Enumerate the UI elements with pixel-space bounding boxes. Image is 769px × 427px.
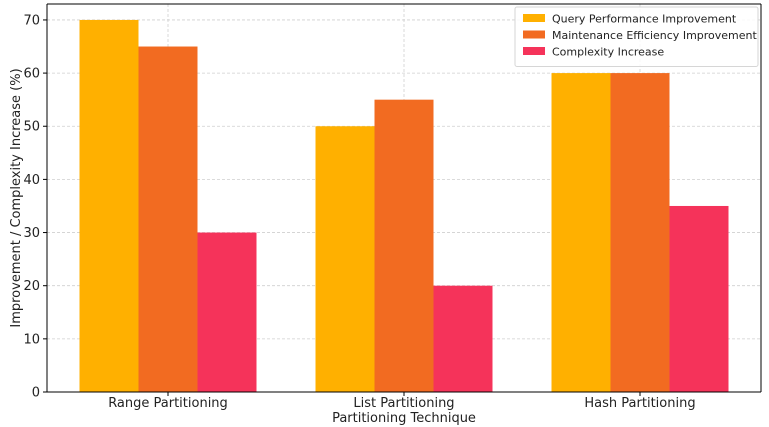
legend-label: Complexity Increase <box>552 46 664 59</box>
y-tick-label: 40 <box>23 173 40 188</box>
x-ticks: Range Partitioning List Partitioning Hash … <box>108 392 696 411</box>
x-axis-label: Partitioning Technique <box>332 411 476 426</box>
y-tick-label: 10 <box>23 332 40 347</box>
legend-box <box>514 6 759 67</box>
legend: Query Performance Improvement Maintenance… <box>514 6 759 67</box>
bar-maintenance-efficiency-improvement-0 <box>138 46 198 393</box>
bar-maintenance-efficiency-improvement-2 <box>610 73 670 393</box>
bar-query-performance-improvement-2 <box>551 73 611 393</box>
x-tick-label: Range Partitioning <box>108 396 228 411</box>
legend-swatch <box>523 14 545 22</box>
legend-label: Maintenance Efficiency Improvement <box>552 29 758 42</box>
y-axis-label: Improvement / Complexity Increase (%) <box>9 68 24 327</box>
bar-query-performance-improvement-1 <box>315 126 375 392</box>
y-tick-label: 0 <box>32 386 40 401</box>
bar-maintenance-efficiency-improvement-1 <box>374 99 434 392</box>
y-tick-label: 60 <box>23 67 40 82</box>
y-tick-label: 50 <box>23 120 40 135</box>
x-tick-label: List Partitioning <box>353 396 454 411</box>
bar-query-performance-improvement-0 <box>79 19 139 393</box>
y-tick-label: 20 <box>23 279 40 294</box>
legend-swatch <box>523 47 545 55</box>
bar-complexity-increase-1 <box>433 285 493 392</box>
bars <box>79 19 729 393</box>
legend-swatch <box>523 30 545 39</box>
y-ticks: 0 10 20 30 40 50 60 70 <box>23 13 47 401</box>
bar-complexity-increase-2 <box>669 205 729 392</box>
legend-label: Query Performance Improvement <box>552 13 737 26</box>
y-tick-label: 30 <box>23 226 40 241</box>
x-tick-label: Hash Partitioning <box>584 396 695 411</box>
y-tick-label: 70 <box>23 13 40 28</box>
bar-complexity-increase-0 <box>197 232 257 392</box>
